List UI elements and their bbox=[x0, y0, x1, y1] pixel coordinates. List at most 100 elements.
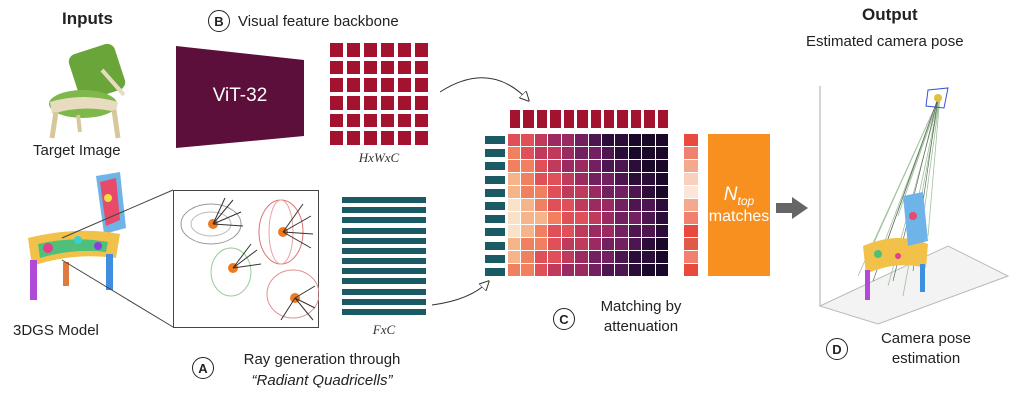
heatmap-cell bbox=[628, 147, 642, 159]
heatmap-cell bbox=[534, 160, 548, 172]
heatmap-cell bbox=[548, 225, 561, 237]
heatmap-cell bbox=[642, 173, 655, 185]
heatmap-cell bbox=[642, 186, 655, 198]
heatmap-cell bbox=[575, 186, 588, 198]
heatmap-cell bbox=[628, 173, 642, 185]
heatmap-cell bbox=[521, 238, 534, 250]
heatmap-cell bbox=[521, 134, 534, 146]
heatmap-cell bbox=[642, 264, 655, 276]
heatmap-cell bbox=[655, 147, 668, 159]
feature-map-hxwxc bbox=[330, 43, 428, 145]
heatmap-cell bbox=[575, 212, 588, 224]
inputs-title: Inputs bbox=[62, 9, 113, 28]
heatmap-cell bbox=[655, 134, 668, 146]
heatmap-cell bbox=[615, 225, 628, 237]
heatmap-cell bbox=[534, 225, 548, 237]
target-image bbox=[49, 43, 126, 139]
heatmap-cell bbox=[601, 186, 615, 198]
heatmap-cell bbox=[588, 238, 601, 250]
heatmap-cell bbox=[615, 134, 628, 146]
heatmap-cell bbox=[521, 147, 534, 159]
score-cell bbox=[684, 147, 698, 159]
score-cell bbox=[684, 251, 698, 263]
target-image-label: Target Image bbox=[33, 142, 121, 159]
heatmap-cell bbox=[521, 173, 534, 185]
heatmap-cell bbox=[615, 238, 628, 250]
estimated-pose-label: Estimated camera pose bbox=[806, 33, 964, 50]
heatmap-cell bbox=[508, 160, 521, 172]
heatmap-cell bbox=[521, 212, 534, 224]
heatmap-cell bbox=[655, 199, 668, 211]
heatmap-cell bbox=[628, 160, 642, 172]
feature-map-fxc bbox=[342, 197, 426, 315]
score-cell bbox=[684, 264, 698, 276]
heatmap-cell bbox=[548, 199, 561, 211]
heatmap-cell bbox=[628, 186, 642, 198]
feature-dims-hxwxc: HxWxC bbox=[358, 150, 400, 165]
heatmap-cell bbox=[655, 238, 668, 250]
ntop-matches-box: Ntop matches bbox=[708, 134, 770, 276]
heatmap-cell bbox=[628, 199, 642, 211]
heatmap-cell bbox=[642, 134, 655, 146]
score-cell bbox=[684, 134, 698, 146]
heatmap-cell bbox=[534, 212, 548, 224]
heatmap-cell bbox=[575, 160, 588, 172]
heatmap-cell bbox=[561, 134, 575, 146]
heatmap-cell bbox=[561, 147, 575, 159]
heatmap-cell bbox=[521, 199, 534, 211]
heatmap-cell bbox=[628, 251, 642, 263]
heatmap-cell bbox=[561, 238, 575, 250]
ray-caption-line1: Ray generation through bbox=[243, 351, 401, 368]
heatmap-cell bbox=[561, 212, 575, 224]
heatmap-cell bbox=[548, 134, 561, 146]
heatmap-cell bbox=[508, 212, 521, 224]
heatmap-cell bbox=[548, 147, 561, 159]
heatmap-cell bbox=[508, 251, 521, 263]
heatmap-cell bbox=[561, 160, 575, 172]
heatmap-cell bbox=[521, 264, 534, 276]
heatmap-cell bbox=[601, 225, 615, 237]
heatmap-cell bbox=[548, 238, 561, 250]
heatmap-cell bbox=[642, 212, 655, 224]
output-arrow bbox=[776, 197, 808, 219]
heatmap-cell bbox=[561, 186, 575, 198]
heatmap-cell bbox=[655, 212, 668, 224]
pose-plot bbox=[818, 86, 1010, 325]
matches-label: matches bbox=[708, 207, 770, 225]
score-cell bbox=[684, 225, 698, 237]
heatmap-cell bbox=[521, 160, 534, 172]
heatmap-cell bbox=[534, 186, 548, 198]
heatmap-cell bbox=[655, 160, 668, 172]
score-cell bbox=[684, 212, 698, 224]
heatmap-cell bbox=[588, 186, 601, 198]
vit-block bbox=[176, 46, 304, 148]
heatmap-cell bbox=[601, 251, 615, 263]
heatmap-cell bbox=[534, 173, 548, 185]
badge-d: D bbox=[826, 338, 848, 360]
feature-dims-fxc: FxC bbox=[372, 322, 396, 337]
heatmap-cell bbox=[615, 160, 628, 172]
score-cell bbox=[684, 186, 698, 198]
score-cell bbox=[684, 173, 698, 185]
heatmap-cell bbox=[548, 251, 561, 263]
heatmap-cell bbox=[561, 173, 575, 185]
output-title: Output bbox=[862, 5, 918, 24]
heatmap-cell bbox=[601, 238, 615, 250]
pose-estimation-line2: estimation bbox=[891, 350, 961, 367]
heatmap-cell bbox=[588, 212, 601, 224]
heatmap-cell bbox=[655, 225, 668, 237]
heatmap-cell bbox=[615, 199, 628, 211]
heatmap-cell bbox=[575, 238, 588, 250]
heatmap-cell bbox=[588, 199, 601, 211]
heatmap-cell bbox=[615, 186, 628, 198]
heatmap-cell bbox=[615, 212, 628, 224]
heatmap-cell bbox=[534, 264, 548, 276]
heatmap-cell bbox=[575, 147, 588, 159]
heatmap-cell bbox=[642, 147, 655, 159]
heatmap-cell bbox=[655, 173, 668, 185]
heatmap-cell bbox=[628, 264, 642, 276]
matching-caption-line1: Matching by bbox=[600, 298, 682, 315]
heatmap-cell bbox=[615, 173, 628, 185]
